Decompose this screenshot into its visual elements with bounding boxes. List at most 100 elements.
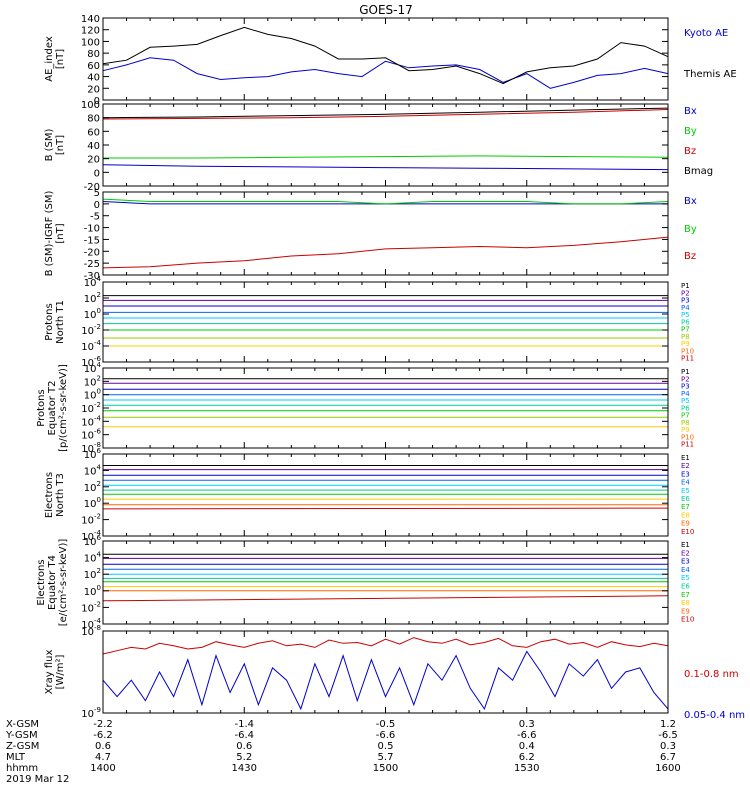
y-axis-label: Equator T2 — [47, 381, 58, 436]
y-tick-label: 0 — [94, 200, 100, 211]
legend-entry: Bx — [684, 196, 697, 207]
legend-entry: Kyoto AE — [684, 28, 728, 39]
y-tick-label: 20 — [87, 155, 100, 166]
x-row-value: 1500 — [373, 763, 398, 774]
y-tick-label: 0 — [94, 168, 100, 179]
legend-entry: E8 — [681, 599, 690, 607]
y-tick-label: 100 — [81, 37, 100, 48]
legend-entry: P1 — [681, 368, 690, 376]
x-row-label: X-GSM — [6, 719, 39, 730]
legend-entry: 0.05-0.4 nm — [684, 710, 745, 721]
legend-entry: P5 — [681, 311, 690, 319]
x-row-value: 0.6 — [95, 741, 111, 752]
x-row-value: 0.3 — [519, 719, 535, 730]
y-axis-label: Protons — [36, 389, 47, 426]
x-row-value: 1430 — [232, 763, 257, 774]
x-row-value: 0.3 — [660, 741, 676, 752]
series-line-2-2 — [103, 155, 669, 159]
series-line-2-4 — [102, 107, 669, 119]
y-tick-label: -25 — [84, 259, 100, 270]
y-axis-label: B (SM)-IGRF (SM) — [44, 191, 55, 277]
y-tick-label: 106 — [84, 534, 102, 548]
panel-8: 10-9 10-8 Xray flux [W/m²] 0.1-0.8 nm 0.05-0.… — [44, 624, 745, 721]
y-axis-label: [p/(cm²-s-sr-keV)] — [58, 364, 69, 452]
y-tick-label: 104 — [84, 275, 102, 289]
legend-entry: E3 — [681, 558, 690, 566]
x-row-value: 0.5 — [378, 741, 394, 752]
series-line-2-3 — [102, 109, 669, 120]
x-axis-annotations: X-GSM -2.2 -1.4 -0.5 0.3 1.2 Y-GSM -6.2 -6.4 -6.6… — [5, 719, 681, 785]
x-row-value: -6.6 — [517, 730, 537, 741]
legend-entry: P11 — [681, 441, 694, 449]
date-label: 2019 Mar 12 — [6, 774, 69, 785]
y-tick-label: 5 — [94, 188, 100, 199]
y-tick-label: 102 — [84, 567, 101, 581]
y-tick-label: 140 — [81, 14, 100, 25]
legend-entry: E2 — [681, 462, 690, 470]
legend-entry: P4 — [681, 304, 690, 312]
panel-frame — [102, 17, 669, 101]
legend-entry: E10 — [681, 528, 694, 536]
panel-frame — [102, 191, 669, 276]
y-tick-label: -15 — [84, 235, 100, 246]
legend-entry: E1 — [681, 454, 690, 462]
panel-frame — [102, 540, 669, 625]
y-axis-label: [nT] — [55, 49, 66, 69]
y-tick-label: 100 — [84, 307, 101, 321]
x-row-value: 4.7 — [95, 752, 111, 763]
legend-entry: By — [684, 224, 697, 235]
legend-entry: P11 — [681, 355, 694, 363]
y-tick-label: 102 — [84, 374, 101, 388]
series-line-3-3 — [102, 236, 669, 269]
y-tick-label: 10-2 — [81, 323, 101, 337]
legend-entry: E1 — [681, 541, 690, 549]
panel-frame — [102, 453, 669, 537]
y-axis-label: [nT] — [55, 223, 66, 243]
x-row-value: 5.7 — [378, 752, 394, 763]
x-row-value: 1400 — [90, 763, 115, 774]
y-tick-label: 100 — [81, 100, 100, 111]
y-tick-label: 10-2 — [81, 600, 101, 614]
legend-entry: By — [684, 126, 697, 137]
y-axis-label: Equator T4 — [47, 555, 58, 610]
legend-entry: P6 — [681, 404, 690, 412]
y-tick-label: 10-2 — [81, 513, 101, 527]
y-tick-label: 10-6 — [81, 355, 101, 369]
legend-entry: Bz — [684, 146, 696, 157]
y-tick-label: -30 — [84, 271, 100, 282]
y-tick-label: 100 — [84, 496, 101, 510]
y-tick-label: 80 — [87, 114, 100, 125]
legend-entry: P4 — [681, 390, 690, 398]
legend-entry: P9 — [681, 340, 690, 348]
legend-entry: E5 — [681, 574, 690, 582]
y-tick-label: -20 — [84, 247, 100, 258]
legend-entry: Bx — [684, 106, 697, 117]
legend-entry: P6 — [681, 318, 690, 326]
y-tick-label: 40 — [87, 73, 100, 84]
x-row-value: -6.6 — [376, 730, 396, 741]
y-tick-label: -5 — [90, 212, 100, 223]
panel-frame — [102, 281, 669, 363]
legend-entry: E3 — [681, 470, 690, 478]
y-tick-label: 102 — [84, 480, 101, 494]
legend-entry: P8 — [681, 419, 690, 427]
y-axis-label: Protons — [44, 303, 55, 340]
y-tick-label: 100 — [84, 584, 101, 598]
legend-entry: P7 — [681, 326, 690, 334]
x-row-value: -1.4 — [234, 719, 254, 730]
legend-entry: 0.1-0.8 nm — [684, 669, 739, 680]
panel-3: -30-25-20-15-10-505 B (SM)-IGRF (SM) [nT] B… — [44, 188, 697, 282]
y-axis-label: Xray flux — [44, 650, 55, 695]
legend-entry: E4 — [681, 566, 690, 574]
y-tick-label: 106 — [84, 447, 102, 461]
x-row-value: 1.2 — [660, 719, 676, 730]
legend-entry: E4 — [681, 479, 690, 487]
legend-entry: E8 — [681, 511, 690, 519]
y-axis-label: [nT] — [55, 135, 66, 155]
x-row-value: -2.2 — [93, 719, 113, 730]
x-row-label: Z-GSM — [6, 741, 39, 752]
legend-entry: P2 — [681, 375, 690, 383]
